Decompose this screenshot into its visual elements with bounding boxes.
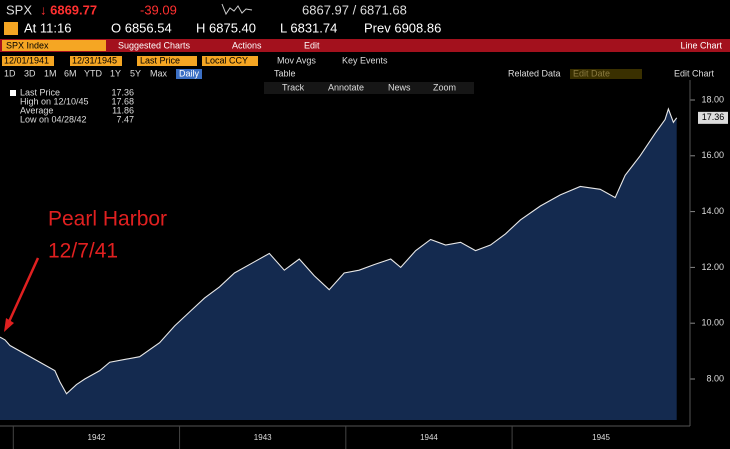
field-box[interactable]	[137, 56, 197, 66]
currency[interactable]: Local CCY	[205, 55, 248, 65]
tool[interactable]: News	[388, 82, 411, 92]
option[interactable]: Key Events	[342, 55, 388, 65]
periods: 1D 3D 1M 6M YTD 1Y 5Y Max	[4, 68, 168, 78]
x-tick-label: 1945	[592, 433, 610, 442]
open: O 6856.54	[111, 20, 172, 35]
price-line	[0, 107, 678, 395]
period-button[interactable]: 1Y	[110, 68, 121, 78]
last-price-value: 17.36	[702, 112, 725, 122]
edit-chart[interactable]: Edit Chart	[674, 68, 715, 78]
option[interactable]: Mov Avgs	[277, 55, 316, 65]
legend-bg	[4, 88, 136, 136]
period-button[interactable]: 1D	[4, 68, 16, 78]
stat-label: Low on 04/28/42	[20, 114, 87, 124]
frequency[interactable]: Daily	[179, 68, 200, 78]
y-tick-label: 18.00	[701, 94, 724, 104]
field[interactable]: Last Price	[140, 55, 180, 65]
toolbar	[0, 39, 730, 52]
prev: Prev 6908.86	[364, 20, 441, 35]
stat-value: 7.47	[116, 114, 134, 124]
stat-value: 11.86	[112, 105, 134, 115]
menu[interactable]: Actions	[232, 40, 262, 50]
change: -39.09	[140, 2, 177, 17]
tool[interactable]: Annotate	[328, 82, 364, 92]
time: At 11:16	[24, 20, 71, 35]
date-box[interactable]	[70, 56, 122, 66]
period-button[interactable]: 5Y	[130, 68, 141, 78]
menu[interactable]: Edit	[304, 40, 320, 50]
y-tick-label: 10.00	[701, 318, 724, 328]
date-input[interactable]	[570, 69, 642, 79]
annotation: 12/7/41	[48, 240, 118, 263]
x-tick-label: 1943	[254, 433, 272, 442]
last-price: ↓ 6869.77	[40, 2, 97, 17]
period-button[interactable]: Max	[150, 68, 168, 78]
security-box[interactable]	[2, 40, 106, 51]
legend-name: Last Price	[20, 87, 60, 97]
chart: 8.00 10.00 12.00 14.00 16.00 18.00 1942 1943 194…	[0, 80, 728, 449]
last-price-tag	[698, 111, 728, 124]
related-data[interactable]: Related Data	[508, 68, 561, 78]
chart-tools	[264, 82, 474, 94]
x-tick-label: 1944	[420, 433, 438, 442]
high: H 6875.40	[196, 20, 256, 35]
x-tick-label: 1942	[88, 433, 106, 442]
stat-label: Average	[20, 105, 53, 115]
tool[interactable]: Track	[282, 82, 305, 92]
stat-label: High on 12/10/45	[20, 96, 89, 106]
sparkline-icon	[221, 3, 253, 16]
legend-value: 17.36	[111, 87, 134, 97]
ccy-box[interactable]	[202, 56, 258, 66]
security[interactable]: SPX Index	[6, 40, 49, 50]
y-tick-label: 16.00	[701, 150, 724, 160]
y-tick-label: 14.00	[701, 206, 724, 216]
start-date[interactable]: 12/01/1941	[4, 55, 49, 65]
annotation-arrow	[6, 257, 40, 325]
period-button[interactable]: 3D	[24, 68, 36, 78]
date-box[interactable]	[2, 56, 54, 66]
area-fill	[0, 108, 677, 420]
menu[interactable]: Suggested Charts	[118, 40, 191, 50]
period-button[interactable]: 1M	[44, 68, 57, 78]
legend-swatch	[10, 90, 16, 96]
table-button[interactable]: Table	[274, 68, 296, 78]
icon	[4, 22, 18, 35]
stat-value: 17.68	[111, 96, 134, 106]
frequency-box[interactable]	[176, 69, 202, 79]
chart-type: Line Chart	[680, 40, 722, 50]
annotation: Pearl Harbor	[48, 208, 167, 231]
y-tick-label: 12.00	[701, 262, 724, 272]
low: L 6831.74	[280, 20, 337, 35]
date-placeholder[interactable]: Edit Date	[573, 68, 610, 78]
period-button[interactable]: 6M	[64, 68, 77, 78]
end-date[interactable]: 12/31/1945	[72, 55, 117, 65]
ticker: SPX	[6, 2, 32, 17]
arrow-head	[4, 318, 14, 332]
tool[interactable]: Zoom	[433, 82, 456, 92]
y-tick-label: 8.00	[706, 373, 724, 383]
bid-ask: 6867.97 / 6871.68	[302, 2, 407, 17]
period-button[interactable]: YTD	[84, 68, 103, 78]
